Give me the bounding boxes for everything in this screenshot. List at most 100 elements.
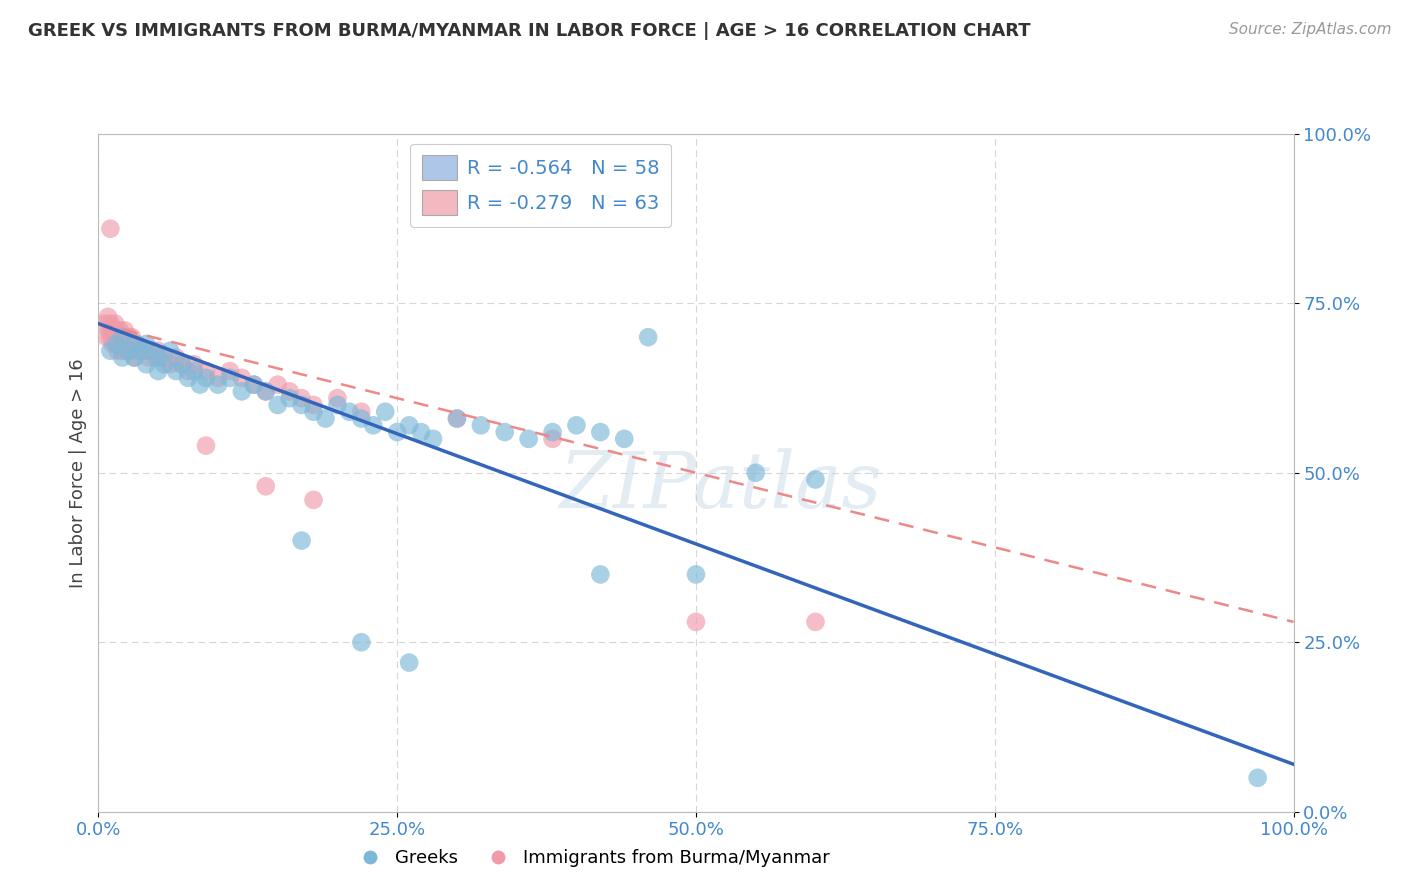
Legend: Greeks, Immigrants from Burma/Myanmar: Greeks, Immigrants from Burma/Myanmar <box>344 842 837 874</box>
Point <box>104 317 127 331</box>
Point <box>121 343 143 358</box>
Text: Source: ZipAtlas.com: Source: ZipAtlas.com <box>1229 22 1392 37</box>
Point <box>124 337 146 351</box>
Point <box>350 635 373 649</box>
Point <box>105 337 128 351</box>
Point <box>105 337 128 351</box>
Point <box>207 371 229 385</box>
Point <box>637 330 659 344</box>
Point <box>153 357 176 371</box>
Point <box>685 567 707 582</box>
Point <box>118 343 141 358</box>
Point <box>374 405 396 419</box>
Point <box>446 411 468 425</box>
Point <box>118 330 141 344</box>
Point <box>111 330 134 344</box>
Point <box>745 466 768 480</box>
Point <box>1246 771 1268 785</box>
Point <box>194 439 217 453</box>
Point <box>141 343 163 358</box>
Point <box>243 377 266 392</box>
Point <box>98 323 121 337</box>
Point <box>124 337 146 351</box>
Point <box>541 425 564 439</box>
Point <box>172 357 194 371</box>
Point <box>470 208 492 222</box>
Point <box>148 364 170 378</box>
Point <box>337 405 360 419</box>
Point <box>302 398 325 412</box>
Point <box>470 418 492 433</box>
Point <box>541 432 564 446</box>
Point <box>104 330 127 344</box>
Point <box>108 323 131 337</box>
Point <box>290 391 312 405</box>
Point <box>124 351 146 365</box>
Point <box>350 405 373 419</box>
Point <box>115 343 138 358</box>
Point <box>589 425 612 439</box>
Point <box>111 330 134 344</box>
Point <box>267 377 290 392</box>
Point <box>111 351 134 365</box>
Point <box>98 330 122 344</box>
Point <box>124 351 146 365</box>
Point <box>188 377 211 392</box>
Point <box>111 343 134 358</box>
Point <box>138 351 160 365</box>
Point <box>278 391 301 405</box>
Point <box>613 432 636 446</box>
Point <box>107 343 129 358</box>
Text: GREEK VS IMMIGRANTS FROM BURMA/MYANMAR IN LABOR FORCE | AGE > 16 CORRELATION CHA: GREEK VS IMMIGRANTS FROM BURMA/MYANMAR I… <box>28 22 1031 40</box>
Point <box>101 323 124 337</box>
Point <box>159 357 181 371</box>
Point <box>350 411 373 425</box>
Point <box>165 364 187 378</box>
Point <box>278 384 301 399</box>
Legend: R = -0.564   N = 58, R = -0.279   N = 63: R = -0.564 N = 58, R = -0.279 N = 63 <box>411 144 671 227</box>
Point <box>398 418 420 433</box>
Point <box>114 323 136 337</box>
Point <box>183 364 205 378</box>
Point <box>93 317 115 331</box>
Point <box>315 411 337 425</box>
Point <box>159 343 181 358</box>
Point <box>302 405 325 419</box>
Y-axis label: In Labor Force | Age > 16: In Labor Force | Age > 16 <box>69 358 87 588</box>
Point <box>108 337 131 351</box>
Point <box>446 411 468 425</box>
Point <box>135 343 157 358</box>
Point <box>177 371 200 385</box>
Point <box>685 615 707 629</box>
Point <box>177 364 200 378</box>
Point <box>165 351 187 365</box>
Point <box>145 351 167 365</box>
Point <box>385 425 409 439</box>
Point <box>363 418 385 433</box>
Point <box>114 337 136 351</box>
Point <box>115 330 138 344</box>
Point <box>97 310 120 324</box>
Point <box>231 371 253 385</box>
Point <box>148 343 170 358</box>
Point <box>207 377 229 392</box>
Point <box>219 364 242 378</box>
Point <box>129 343 152 358</box>
Point <box>148 351 170 365</box>
Point <box>183 357 205 371</box>
Point <box>219 371 242 385</box>
Point <box>129 343 152 358</box>
Point <box>231 384 253 399</box>
Text: ZIPatlas: ZIPatlas <box>558 448 882 524</box>
Point <box>804 615 827 629</box>
Point <box>117 343 139 358</box>
Point <box>135 357 157 371</box>
Point <box>254 384 277 399</box>
Point <box>517 432 540 446</box>
Point <box>494 425 516 439</box>
Point <box>422 432 444 446</box>
Point <box>194 364 217 378</box>
Point <box>290 398 312 412</box>
Point <box>98 221 122 235</box>
Point <box>101 337 124 351</box>
